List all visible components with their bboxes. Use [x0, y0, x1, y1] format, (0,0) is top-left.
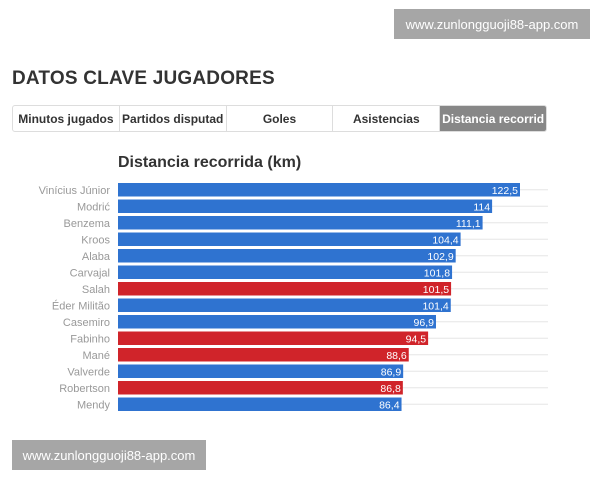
bar	[118, 397, 402, 411]
chart-title: Distancia recorrida (km)	[118, 154, 302, 171]
category-label: Mendy	[77, 399, 111, 411]
category-label: Kroos	[81, 234, 110, 246]
category-label: Alaba	[82, 251, 111, 263]
data-label: 101,5	[423, 284, 449, 296]
bar	[118, 331, 429, 345]
data-label: 94,5	[406, 333, 427, 345]
data-label: 86,4	[379, 399, 400, 411]
data-label: 96,9	[414, 317, 435, 329]
watermark: www.zunlongguoji88-app.com	[12, 440, 206, 470]
category-label: Salah	[82, 284, 110, 296]
bar	[118, 364, 404, 378]
bar	[118, 298, 451, 312]
bar	[118, 381, 403, 395]
category-label: Robertson	[59, 383, 110, 395]
data-label: 88,6	[386, 350, 407, 362]
data-label: 122,5	[492, 185, 518, 197]
watermark: www.zunlongguoji88-app.com	[394, 9, 590, 39]
bar	[118, 249, 456, 263]
data-label: 114	[473, 201, 490, 213]
bar	[118, 183, 520, 197]
data-label: 86,9	[381, 366, 402, 378]
bar	[118, 282, 452, 296]
data-label: 101,8	[424, 267, 450, 279]
category-label: Valverde	[67, 366, 110, 378]
category-label: Éder Militão	[52, 299, 110, 312]
bar	[118, 348, 409, 362]
category-label: Mané	[82, 350, 110, 362]
bar	[118, 199, 493, 213]
data-label: 104,4	[432, 234, 458, 246]
tab-goles[interactable]: Goles	[227, 106, 334, 131]
bar	[118, 216, 483, 230]
data-label: 111,1	[456, 218, 481, 230]
tab-minutos-jugados[interactable]: Minutos jugados	[13, 106, 120, 131]
data-label: 86,8	[380, 383, 401, 395]
tab-bar: Minutos jugados Partidos disputad Goles …	[12, 105, 547, 132]
data-label: 101,4	[422, 300, 448, 312]
category-label: Carvajal	[70, 267, 110, 279]
tab-partidos-disputados[interactable]: Partidos disputad	[120, 106, 227, 131]
category-label: Vinícius Júnior	[39, 185, 111, 197]
bar	[118, 315, 436, 329]
category-label: Benzema	[64, 218, 111, 230]
data-label: 102,9	[427, 251, 453, 263]
bar	[118, 232, 461, 246]
category-label: Modrić	[77, 201, 111, 213]
category-label: Fabinho	[70, 333, 110, 345]
tab-asistencias[interactable]: Asistencias	[333, 106, 441, 131]
tab-distancia-recorrida[interactable]: Distancia recorrid	[440, 106, 546, 131]
category-label: Casemiro	[63, 317, 110, 329]
page-title: DATOS CLAVE JUGADORES	[12, 68, 275, 89]
bar	[118, 265, 453, 279]
